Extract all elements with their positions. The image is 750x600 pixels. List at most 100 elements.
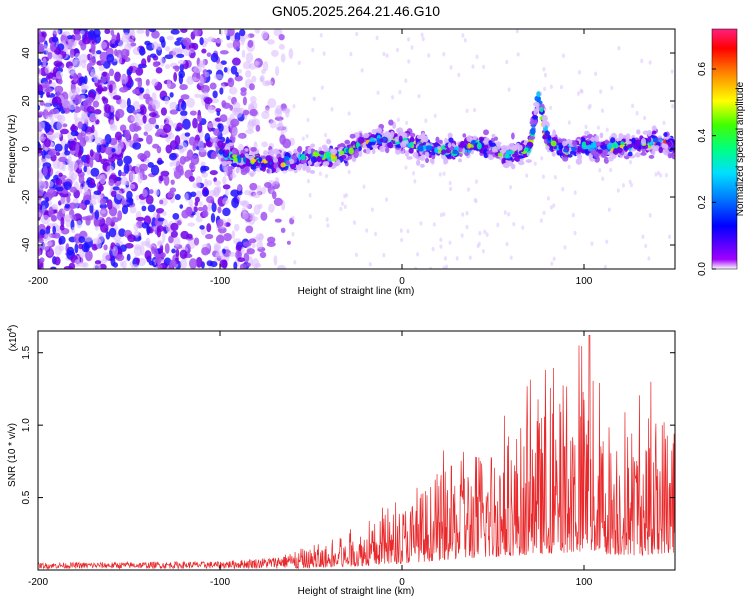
heatmap-cell	[567, 120, 571, 125]
heatmap-cell	[466, 135, 473, 142]
colorbar-tick-label: 0.0	[697, 262, 708, 276]
heatmap-cell	[221, 161, 228, 167]
heatmap-cell	[376, 127, 383, 134]
heatmap-cell	[222, 197, 229, 205]
heatmap-cell	[280, 53, 286, 63]
heatmap-cell	[121, 204, 129, 215]
heatmap-cell	[507, 87, 511, 92]
heatmap-cell	[266, 236, 276, 244]
heatmap-cell	[552, 203, 556, 208]
heatmap-cell	[67, 65, 76, 75]
heatmap-cell	[379, 145, 386, 153]
heatmap-cell	[101, 96, 106, 102]
heatmap-cell	[371, 128, 378, 134]
heatmap-cell	[340, 154, 347, 159]
heatmap-cell	[598, 168, 602, 173]
heatmap-cell	[132, 88, 141, 95]
heatmap-cell	[91, 46, 96, 55]
heatmap-cell	[215, 62, 224, 71]
heatmap-cell	[228, 251, 237, 257]
heatmap-cell	[275, 66, 280, 77]
heatmap-cell	[69, 49, 75, 59]
heatmap-cell	[300, 159, 307, 164]
heatmap-cell	[136, 118, 144, 127]
heatmap-cell	[159, 57, 165, 67]
heatmap-y-tick-label: 40	[21, 47, 32, 59]
heatmap-cell	[97, 184, 104, 192]
heatmap-cell	[641, 234, 645, 239]
heatmap-cell	[133, 133, 139, 144]
heatmap-cell	[465, 211, 469, 216]
heatmap-cell	[549, 105, 553, 110]
heatmap-cell	[59, 128, 69, 135]
heatmap-cell	[251, 75, 257, 83]
heatmap-cell	[61, 209, 67, 215]
heatmap-cell	[541, 120, 546, 128]
colorbar-gradient	[711, 28, 738, 270]
heatmap-cell	[117, 54, 123, 65]
heatmap-cell	[75, 143, 80, 153]
heatmap-cell	[144, 250, 152, 260]
heatmap-cell	[206, 195, 215, 204]
heatmap-cell	[248, 83, 255, 91]
heatmap-cell	[215, 250, 224, 259]
heatmap-cell	[261, 166, 266, 172]
heatmap-cell	[227, 29, 235, 37]
heatmap-cell	[164, 54, 174, 60]
heatmap-cell	[92, 100, 100, 108]
heatmap-cell	[209, 136, 217, 143]
heatmap-cell	[226, 42, 234, 49]
heatmap-cell	[312, 96, 316, 102]
heatmap-cell	[39, 100, 45, 106]
heatmap-cell	[145, 134, 153, 145]
heatmap-cell	[508, 143, 515, 150]
heatmap-cell	[164, 64, 171, 70]
heatmap-cell	[600, 108, 604, 113]
heatmap-cell	[330, 107, 334, 112]
heatmap-cell	[576, 91, 580, 96]
heatmap-cell	[420, 32, 424, 38]
heatmap-cell	[110, 29, 115, 36]
heatmap-cell	[442, 171, 446, 176]
heatmap-cell	[628, 179, 632, 185]
heatmap-cell	[173, 236, 181, 247]
heatmap-cell	[159, 175, 164, 182]
heatmap-cell	[621, 183, 625, 188]
heatmap-cell	[523, 147, 529, 152]
heatmap-cell	[244, 189, 252, 196]
heatmap-cell	[597, 149, 603, 154]
heatmap-cell	[200, 161, 206, 167]
heatmap-cell	[77, 72, 82, 78]
heatmap-cell	[322, 51, 326, 56]
heatmap-cell	[225, 160, 233, 165]
heatmap-cell	[635, 139, 640, 147]
snr-frame	[37, 330, 676, 571]
heatmap-cell	[145, 79, 150, 86]
heatmap-cell	[159, 131, 168, 136]
heatmap-cell	[131, 29, 136, 40]
heatmap-cell	[38, 111, 45, 116]
heatmap-cell	[69, 186, 78, 193]
heatmap-cell	[594, 135, 600, 143]
heatmap-cell	[567, 153, 573, 158]
heatmap-cell	[215, 108, 222, 113]
heatmap-cell	[349, 133, 356, 139]
heatmap-cell	[282, 138, 292, 149]
heatmap-cell	[390, 95, 394, 100]
heatmap-cell	[99, 173, 106, 185]
heatmap-cell	[126, 253, 131, 261]
heatmap-cell	[249, 108, 258, 117]
heatmap-cell	[201, 247, 210, 256]
heatmap-cell	[62, 123, 68, 128]
heatmap-cell	[96, 238, 102, 249]
heatmap-cell	[48, 181, 54, 188]
heatmap-cell	[551, 151, 556, 157]
heatmap-cell	[239, 29, 246, 37]
heatmap-cell	[51, 214, 57, 222]
heatmap-cell	[182, 118, 191, 130]
heatmap-cell	[195, 190, 202, 199]
heatmap-cell	[420, 163, 425, 168]
heatmap-cell	[189, 110, 197, 116]
heatmap-cell	[585, 144, 592, 150]
heatmap-cell	[47, 241, 53, 246]
